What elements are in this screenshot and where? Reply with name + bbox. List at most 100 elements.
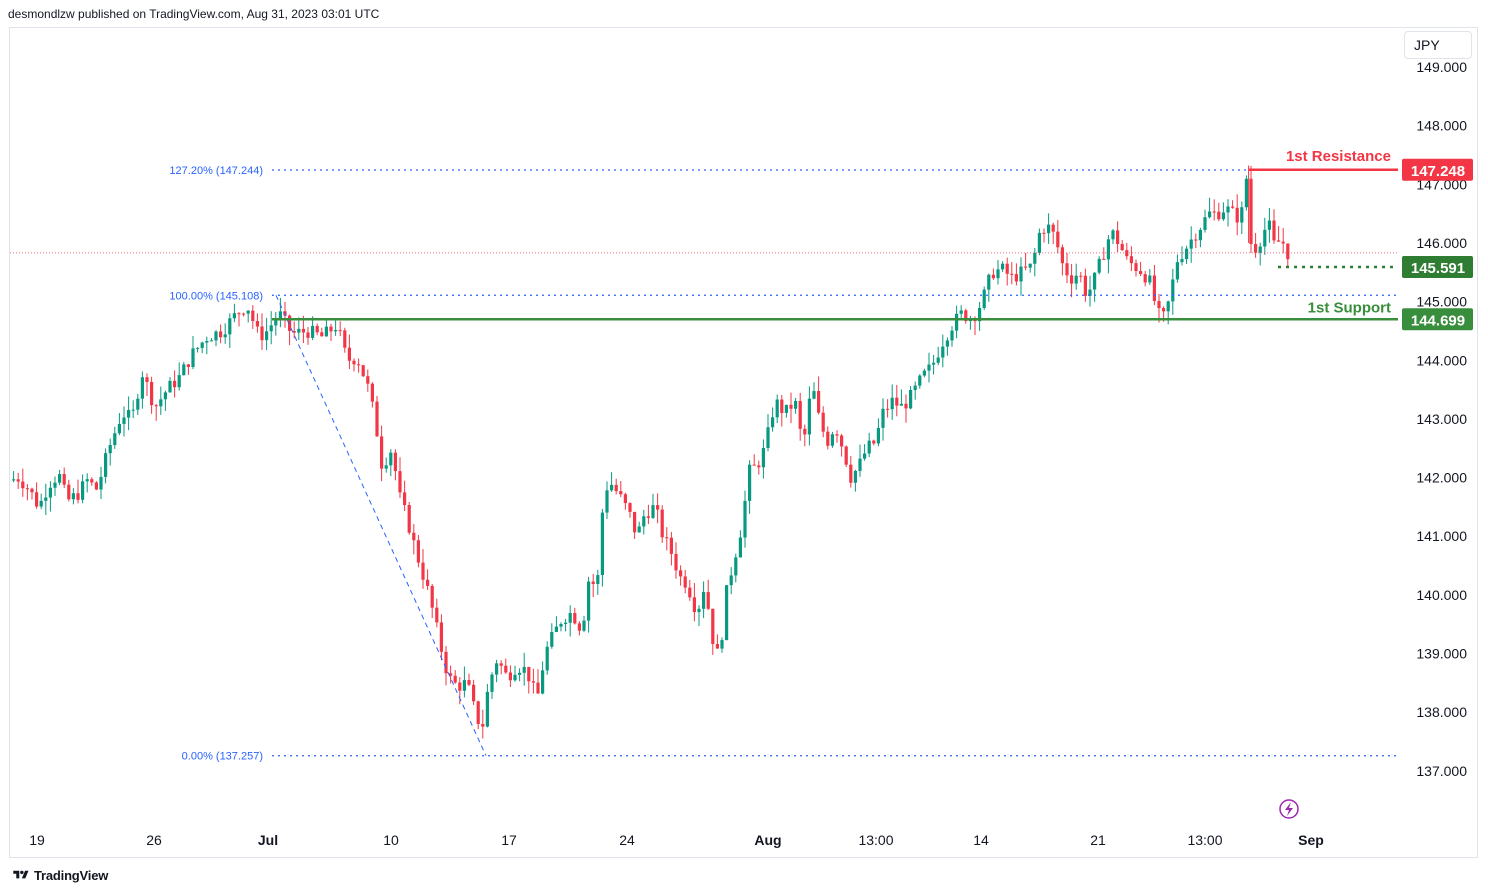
candle-body <box>467 680 471 685</box>
support-price-tag: 144.699 <box>1411 312 1465 329</box>
candle-body <box>58 474 62 483</box>
candle-body <box>311 325 315 338</box>
candle-body <box>600 512 604 576</box>
candle-body <box>830 434 834 446</box>
candle-body <box>725 585 729 641</box>
candle-body <box>426 579 430 586</box>
candle-body <box>817 391 821 413</box>
candle-body <box>127 410 131 418</box>
candle-body <box>899 403 903 406</box>
candle-body <box>978 307 982 322</box>
candle-body <box>131 409 135 411</box>
candle-body <box>996 269 1000 279</box>
y-tick-label: 139.000 <box>1416 646 1467 662</box>
candle-body <box>490 674 494 692</box>
candle-body <box>807 398 811 435</box>
candle-body <box>375 401 379 437</box>
candle-body <box>421 562 425 580</box>
candle-body <box>706 592 710 609</box>
candle-body <box>550 631 554 647</box>
candle-body <box>642 516 646 527</box>
candle-body <box>251 310 255 322</box>
candle-body <box>826 431 830 446</box>
candle-body <box>140 377 144 399</box>
footer-brand-text: TradingView <box>34 867 109 883</box>
candle-body <box>1263 229 1267 247</box>
candle-body <box>219 331 223 338</box>
candle-body <box>283 311 287 316</box>
candle-body <box>531 681 535 683</box>
candle-body <box>1162 308 1166 312</box>
candle-body <box>881 408 885 428</box>
y-tick-label: 148.000 <box>1416 118 1467 134</box>
candle-body <box>255 321 259 327</box>
candle-body <box>748 464 752 501</box>
fib-trend-line <box>275 295 487 756</box>
candle-body <box>1028 263 1032 268</box>
candle-body <box>1231 206 1235 208</box>
x-tick-label: 19 <box>29 832 45 848</box>
candle-body <box>660 509 664 538</box>
candle-body <box>315 325 319 333</box>
candle-body <box>177 375 181 388</box>
candle-body <box>205 340 209 343</box>
candle-body <box>637 526 641 533</box>
candle-body <box>1060 247 1064 264</box>
candle-body <box>771 417 775 428</box>
candle-body <box>927 364 931 371</box>
candle-body <box>39 500 43 507</box>
candle-body <box>182 364 186 376</box>
x-tick-label: 10 <box>383 832 399 848</box>
candle-body <box>1079 275 1083 277</box>
candle-body <box>656 505 660 510</box>
candle-body <box>697 608 701 613</box>
candle-body <box>398 471 402 493</box>
candle-body <box>108 445 112 454</box>
candle-body <box>232 313 236 319</box>
candle-body <box>1014 274 1018 282</box>
candle-body <box>835 434 839 436</box>
candle-body <box>320 332 324 337</box>
icons-group <box>1279 799 1299 819</box>
candle-body <box>85 479 89 482</box>
candle-body <box>1171 279 1175 302</box>
candle-body <box>1281 241 1285 244</box>
candle-body <box>1065 263 1069 276</box>
candle-body <box>720 640 724 649</box>
candle-body <box>99 476 103 490</box>
candle-body <box>904 403 908 409</box>
candle-body <box>117 423 121 434</box>
currency-selector[interactable]: JPY <box>1404 31 1472 59</box>
candle-body <box>122 417 126 424</box>
candle-body <box>154 405 158 407</box>
candle-body <box>361 365 365 377</box>
candle-body <box>803 428 807 435</box>
candle-body <box>16 479 20 482</box>
candle-body <box>849 464 853 483</box>
candle-body <box>614 484 618 492</box>
candle-body <box>1070 275 1074 284</box>
candle-body <box>278 311 282 320</box>
candle-body <box>145 377 149 383</box>
candle-body <box>559 623 563 627</box>
resistance-price-tag-bg <box>1402 158 1473 181</box>
candle-body <box>237 313 241 315</box>
footer-brand[interactable]: TradingView <box>12 866 108 884</box>
y-tick-label: 137.000 <box>1416 763 1467 779</box>
candle-body <box>94 482 98 490</box>
candle-body <box>334 330 338 332</box>
candle-body <box>338 330 342 332</box>
candle-body <box>665 537 669 539</box>
candle-body <box>324 326 328 337</box>
candle-body <box>495 663 499 675</box>
candle-body <box>430 585 434 608</box>
candle-body <box>81 481 85 500</box>
candles-group <box>12 165 1290 739</box>
candle-body <box>628 503 632 512</box>
candle-body <box>941 346 945 358</box>
candle-body <box>269 325 273 332</box>
candle-body <box>840 435 844 447</box>
candle-body <box>1258 246 1262 253</box>
candle-body <box>435 607 439 623</box>
